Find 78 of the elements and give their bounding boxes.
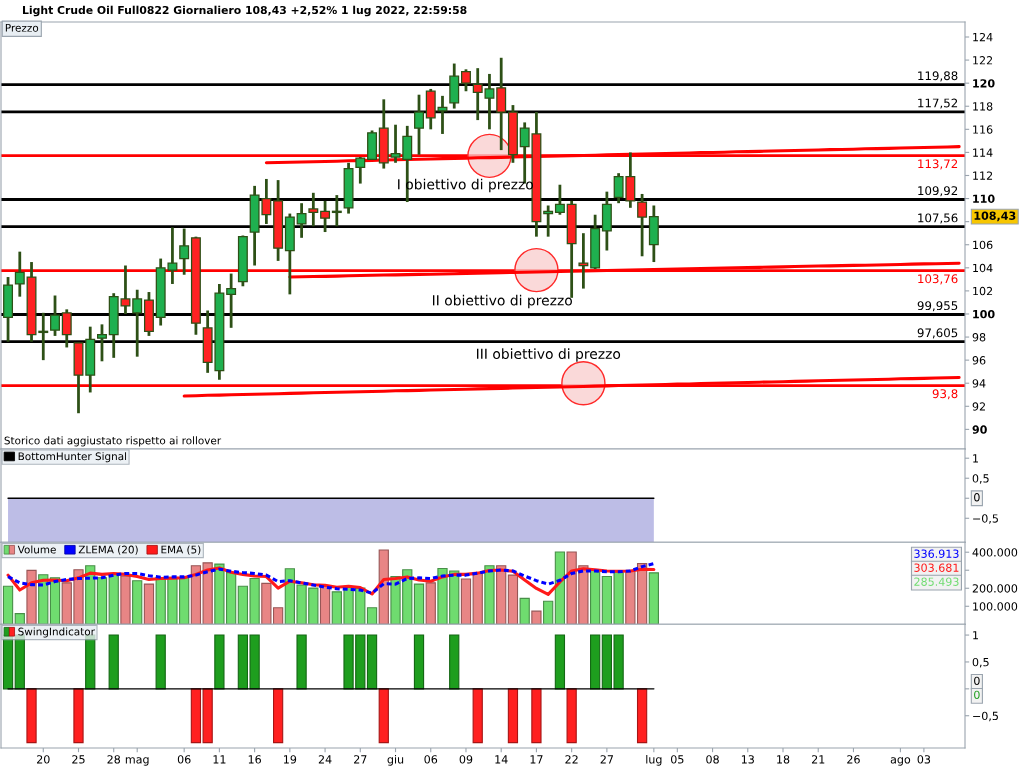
x-tick-label: giu — [387, 754, 404, 766]
x-tick-label: 27 — [354, 755, 367, 764]
x-tick-label: 16 — [248, 755, 261, 764]
y-tick-label: 110 — [973, 194, 995, 203]
x-tick-label: 08 — [706, 755, 719, 764]
x-tick-label: 24 — [318, 755, 332, 764]
ref-line-label: 97,605 — [917, 328, 958, 339]
x-tick-label: 26 — [847, 755, 860, 764]
x-tick-label: 14 — [495, 755, 508, 764]
chart-title: Light Crude Oil Full0822 Giornaliero 108,43 +2,52% 1 lug 2022, 22:59:58 — [23, 5, 467, 17]
y-tick-label: 92 — [972, 402, 985, 411]
legend-label: EMA (5) — [161, 545, 201, 555]
ref-line-label: 103,76 — [918, 274, 958, 285]
y-tick-label: 98 — [972, 333, 986, 342]
x-tick-label: 03 — [917, 755, 931, 764]
annotation: Storico dati aggiustato rispetto ai rollover — [4, 436, 222, 447]
y-tick-label: 118 — [973, 102, 993, 111]
y-tick-label: 96 — [972, 356, 986, 365]
annotation: 336.913 — [914, 549, 959, 558]
x-tick-label: 17 — [530, 755, 543, 764]
annotation: III obiettivo di prezzo — [477, 348, 621, 362]
y-tick-label: −0,5 — [973, 514, 998, 524]
x-tick-label: 13 — [741, 755, 754, 764]
y-tick-label: 106 — [973, 240, 993, 250]
text: 0 — [974, 690, 980, 700]
ref-line-label: 113,72 — [918, 159, 958, 170]
x-tick-label: 22 — [565, 755, 578, 764]
legend-label: BottomHunter Signal — [18, 452, 127, 463]
text: 0 — [974, 493, 980, 502]
y-tick-label: 100 — [973, 309, 995, 319]
text: 108,43 — [974, 211, 1016, 222]
y-tick-label: 112 — [973, 171, 993, 180]
legend-label: SwingIndicator — [18, 627, 95, 638]
x-tick-label: 21 — [811, 755, 825, 764]
y-tick-label: 400.000 — [972, 548, 1018, 557]
x-tick-label: 20 — [37, 755, 50, 764]
x-tick-label: 18 — [777, 755, 790, 764]
y-tick-label: 102 — [973, 286, 993, 296]
y-tick-label: 1 — [973, 631, 978, 640]
y-tick-label: 124 — [973, 32, 993, 42]
x-tick-label: mag — [125, 757, 149, 766]
annotation: II obiettivo di prezzo — [432, 294, 572, 309]
y-tick-label: 1 — [973, 454, 978, 463]
annotation: 285.493 — [914, 577, 959, 586]
y-tick-label: 104 — [973, 263, 993, 273]
x-tick-label: 09 — [459, 755, 473, 764]
ref-line-label: 109,92 — [918, 186, 958, 197]
y-tick-label: 0,5 — [972, 657, 989, 668]
x-tick-label: lug — [646, 754, 662, 766]
x-tick-label: 19 — [284, 755, 297, 764]
legend-label: ZLEMA (20) — [78, 545, 138, 555]
legend-label: Volume — [17, 545, 56, 554]
x-tick-label: 05 — [670, 755, 684, 764]
x-tick-label: 28 — [107, 755, 121, 764]
y-tick-label: 90 — [972, 425, 987, 434]
x-tick-label: 27 — [600, 755, 613, 764]
x-tick-label: 06 — [177, 755, 191, 764]
ref-line-label: 93,8 — [932, 389, 958, 400]
y-tick-label: −0,5 — [973, 711, 998, 722]
text: 0 — [974, 676, 980, 686]
y-tick-label: 0,5 — [972, 474, 989, 484]
annotation: 303.681 — [914, 563, 959, 572]
y-tick-label: 116 — [973, 125, 993, 134]
ref-line-label: 99,955 — [917, 301, 958, 312]
y-tick-label: 94 — [972, 379, 986, 388]
x-tick-label: 06 — [424, 755, 438, 764]
y-tick-label: 200.000 — [972, 584, 1018, 593]
y-tick-label: 114 — [973, 148, 993, 157]
ref-line-label: 119,88 — [918, 71, 958, 82]
y-tick-label: 100.000 — [973, 602, 1018, 611]
y-tick-label: 120 — [973, 79, 995, 88]
x-tick-label: 11 — [213, 755, 226, 764]
x-tick-label: 25 — [72, 755, 85, 764]
ref-line-label: 107,56 — [918, 213, 958, 224]
ref-line-label: 117,52 — [918, 98, 958, 109]
y-tick-label: 122 — [973, 56, 993, 65]
x-tick-label: ago — [890, 757, 911, 766]
chart-subtitle: Prezzo — [5, 24, 39, 32]
